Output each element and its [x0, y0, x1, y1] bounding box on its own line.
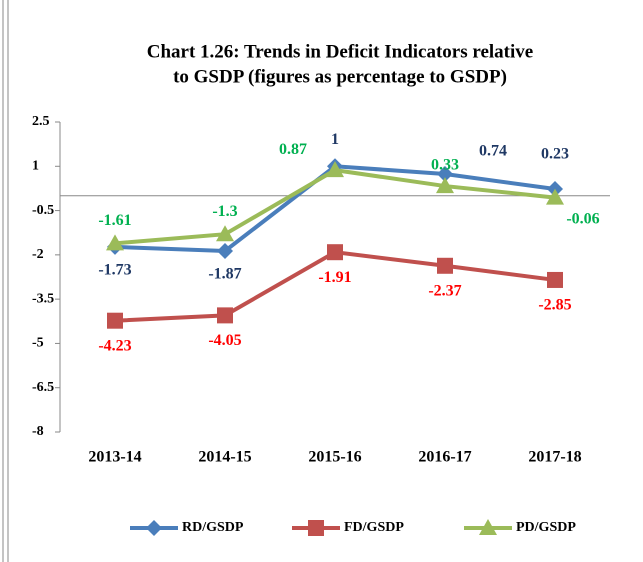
data-point [107, 312, 123, 329]
data-label: 0.23 [541, 146, 569, 163]
y-tick-label: -8 [32, 424, 44, 439]
data-point [547, 271, 563, 288]
legend-label: PD/GSDP [516, 520, 576, 535]
y-tick-label: -2 [32, 247, 44, 262]
data-point [216, 225, 234, 242]
data-label: -2.85 [538, 297, 571, 314]
data-label: 0.87 [279, 141, 307, 158]
data-point [217, 307, 233, 324]
x-tick-label: 2013-14 [88, 449, 141, 466]
data-label: -4.05 [208, 332, 241, 349]
data-label: 0.74 [479, 143, 507, 160]
data-label: 0.33 [431, 157, 459, 174]
y-tick-label: 1 [32, 159, 39, 174]
chart-title: Chart 1.26: Trends in Deficit Indicators… [147, 41, 533, 62]
legend-marker [308, 520, 324, 536]
y-tick-label: 2.5 [32, 114, 50, 129]
data-point [437, 165, 453, 182]
legend-label: RD/GSDP [182, 520, 244, 535]
data-label: -1.3 [212, 203, 237, 220]
data-label: -0.06 [566, 210, 599, 227]
legend-label: FD/GSDP [344, 520, 404, 535]
x-tick-label: 2014-15 [198, 449, 251, 466]
x-tick-label: 2017-18 [528, 449, 581, 466]
x-tick-label: 2015-16 [308, 449, 361, 466]
y-tick-label: -6.5 [32, 380, 54, 395]
data-label: -4.23 [98, 337, 131, 354]
data-label: 1 [331, 131, 339, 148]
data-label: -1.73 [98, 262, 131, 279]
data-label: -1.61 [98, 212, 131, 229]
x-tick-label: 2016-17 [418, 449, 471, 466]
data-point [106, 234, 124, 251]
data-point [217, 243, 233, 260]
y-tick-label: -5 [32, 336, 44, 351]
data-point [546, 188, 564, 205]
data-point [327, 244, 343, 261]
data-label: -2.37 [428, 282, 461, 299]
legend-marker [479, 519, 497, 535]
data-point [326, 161, 344, 178]
data-point [437, 257, 453, 274]
chart-title: to GSDP (figures as percentage to GSDP) [173, 66, 507, 87]
legend-marker [146, 520, 162, 536]
y-tick-label: -3.5 [32, 291, 54, 306]
y-tick-label: -0.5 [32, 203, 54, 218]
data-label: -1.87 [208, 266, 241, 283]
data-point [436, 177, 454, 194]
series-line [114, 250, 556, 323]
data-label: -1.91 [318, 269, 351, 286]
